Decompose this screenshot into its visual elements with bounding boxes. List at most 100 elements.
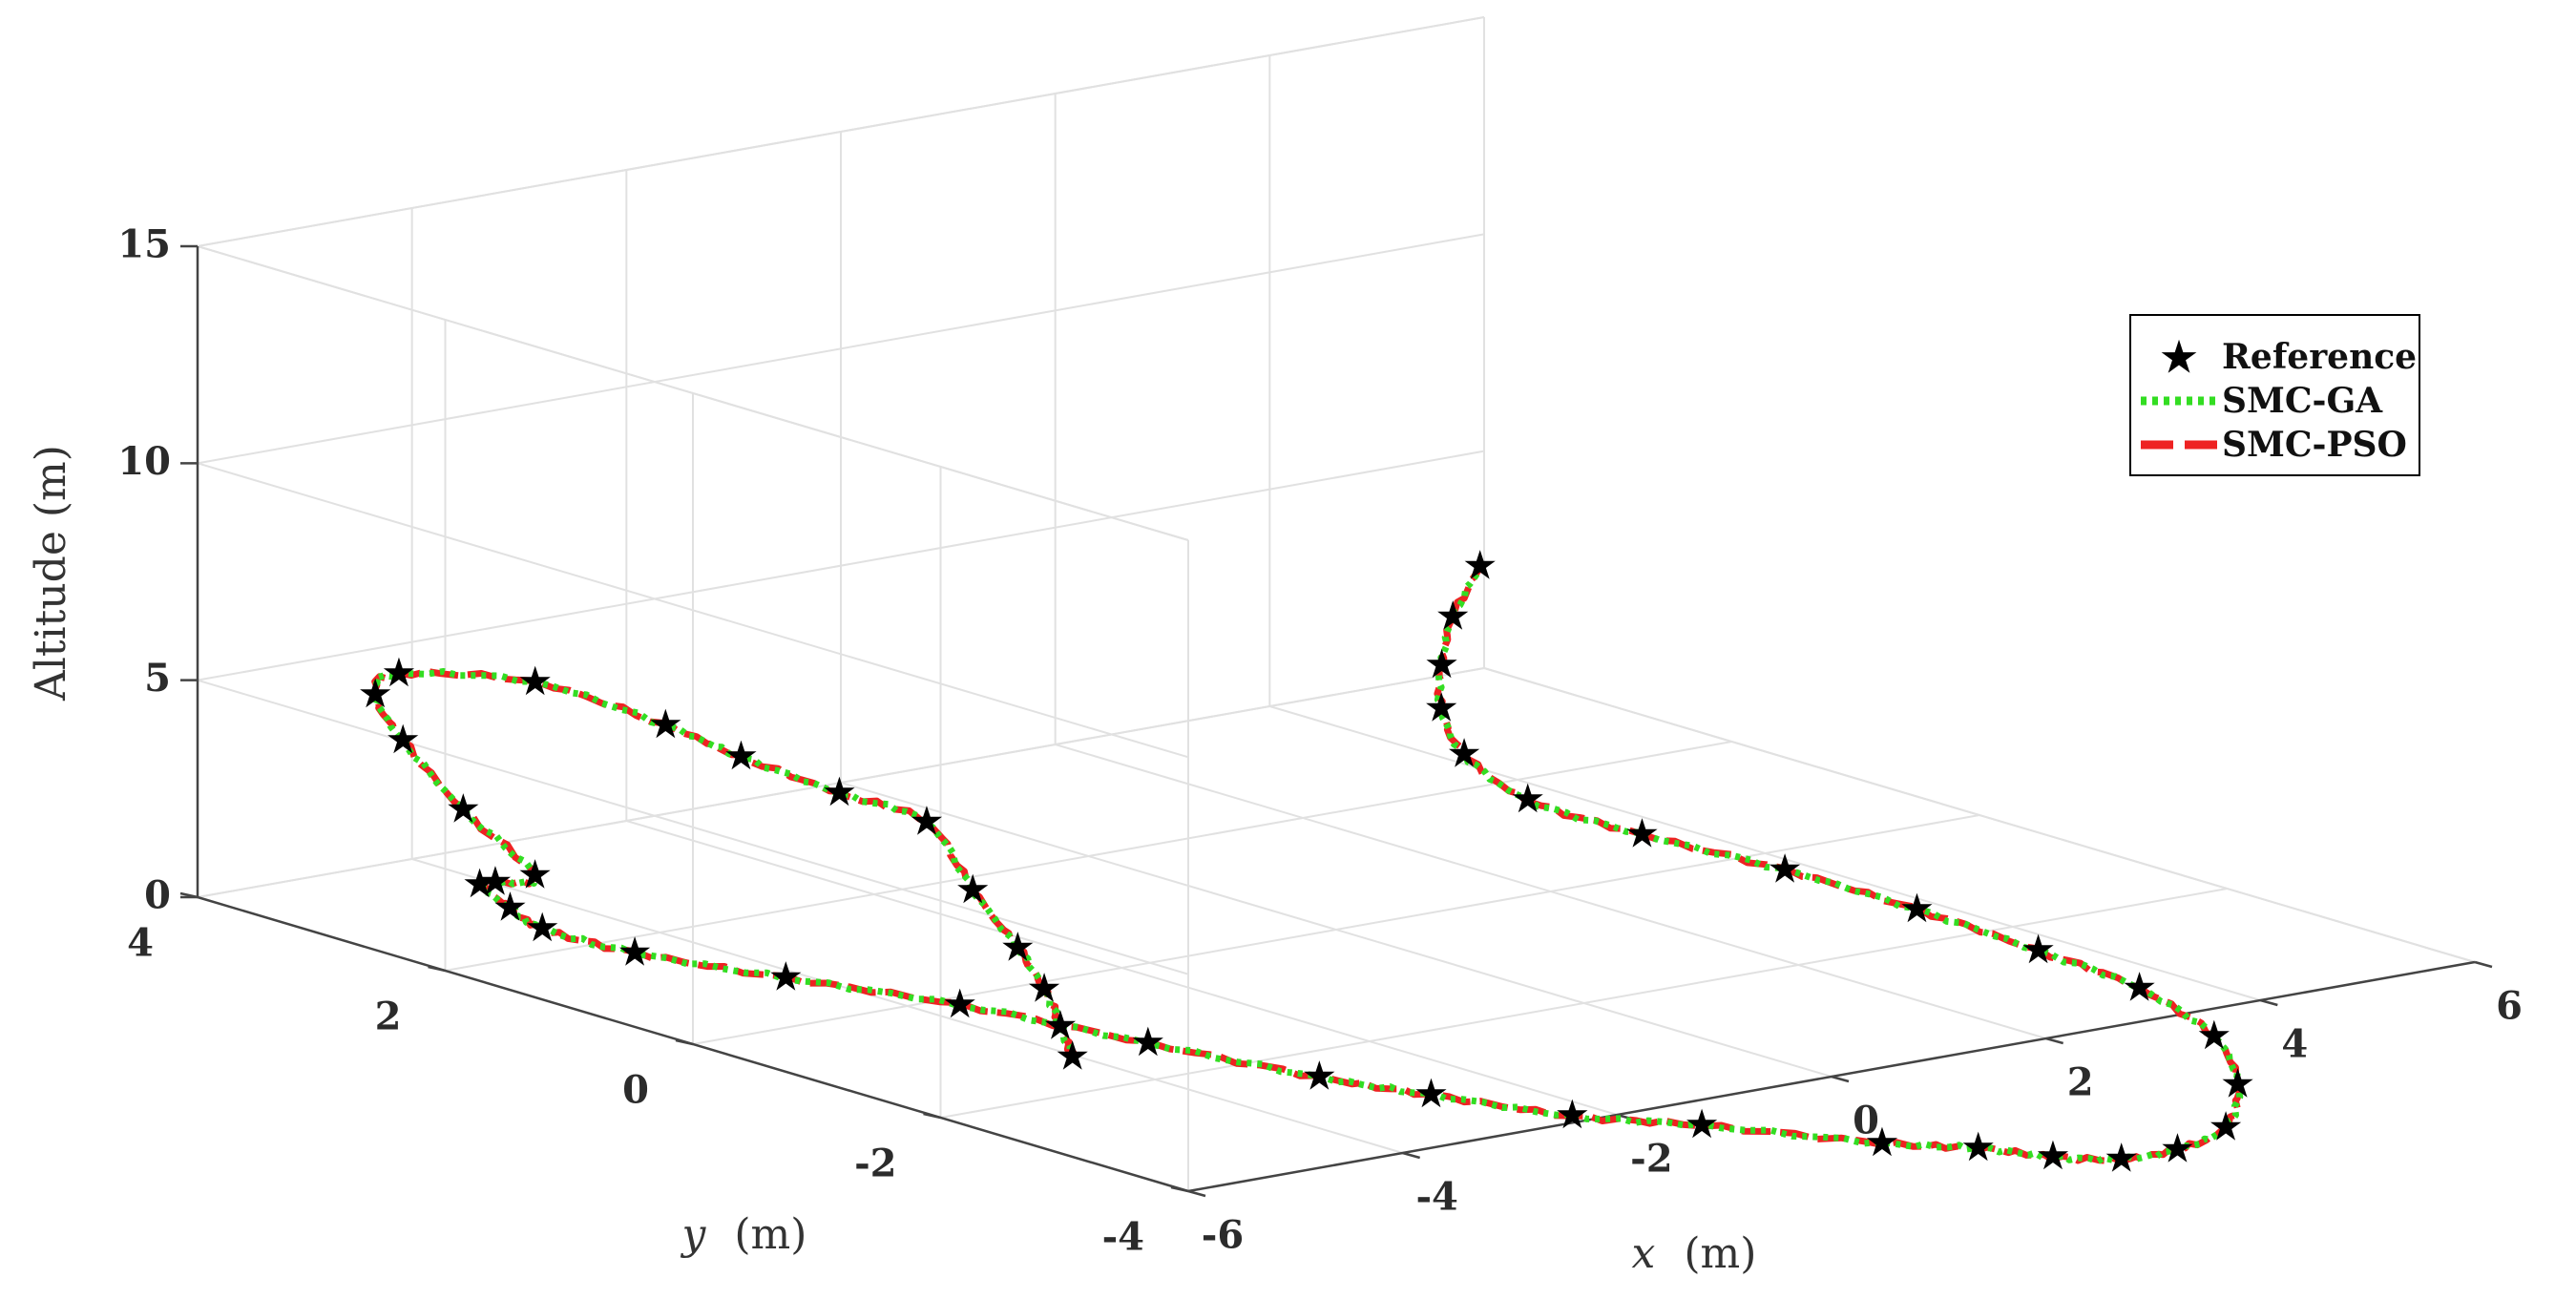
reference-point: ★ [1301,1056,1337,1100]
y-tick-label: -2 [854,1142,896,1186]
reference-point: ★ [2104,1138,2140,1182]
y-tick-label: -4 [1102,1215,1144,1260]
x-tick-mark [1402,1151,1421,1160]
y-axis-label: y (m) [681,1210,807,1259]
z-tick-label: 0 [144,873,171,918]
reference-point: ★ [1414,1073,1450,1117]
x-tick-label: -6 [1202,1213,1244,1258]
reference-point: ★ [1435,596,1471,639]
y-tick-mark [1170,1185,1189,1193]
reference-point: ★ [1767,848,1803,891]
x-tick-label: -4 [1415,1175,1457,1220]
box-edge [197,245,1189,541]
reference-point: ★ [1424,643,1460,687]
box-edge [197,16,1485,247]
side-wall-grid-line [197,450,1485,681]
reference-point: ★ [492,887,529,931]
x-tick-mark [1187,1189,1206,1198]
reference-point: ★ [909,801,945,845]
reference-point: ★ [2122,967,2158,1011]
reference-point: ★ [1624,812,1661,856]
reference-point: ★ [2160,1127,2196,1171]
reference-point: ★ [1130,1021,1166,1065]
reference-point: ★ [1864,1121,1900,1165]
x-tick-label: 4 [2281,1022,2308,1067]
y-tick-label: 2 [375,995,402,1039]
reference-point: ★ [2220,1063,2256,1107]
reference-point: ★ [517,853,554,897]
x-tick-label: 0 [1853,1099,1879,1143]
reference-point: ★ [2208,1106,2244,1150]
x-tick-mark [2045,1037,2064,1045]
reference-point: ★ [517,660,554,704]
y-tick-mark [428,965,446,973]
reference-point: ★ [942,983,978,1027]
z-tick-label: 5 [144,656,171,701]
reference-point: ★ [445,788,481,832]
reference-point: ★ [2035,1135,2071,1179]
x-tick-label: 6 [2496,984,2523,1029]
side-wall-grid-line [197,667,1485,898]
floor-grid-line [940,888,2228,1119]
grid-lines [197,16,2476,1192]
x-tick-label: 2 [2067,1060,2094,1105]
reference-point: ★ [617,931,653,974]
z-axis-label: Altitude (m) [27,445,75,702]
smc-ga-trajectory [369,565,2244,1165]
reference-point: ★ [1510,778,1546,822]
reference-point: ★ [1000,926,1037,970]
reference-point: ★ [1026,967,1062,1011]
z-tick-label: 10 [117,439,171,484]
reference-point: ★ [2021,929,2057,973]
reference-point: ★ [1899,888,1936,932]
reference-point: ★ [477,860,513,904]
y-tick-label: 0 [622,1068,649,1113]
reference-point: ★ [1423,687,1459,731]
reference-point: ★ [462,863,498,907]
reference-point: ★ [357,673,393,717]
y-tick-mark [675,1038,694,1046]
legend-smc-ga-label: SMC-GA [2222,381,2383,421]
reference-point: ★ [524,907,560,951]
reference-point: ★ [385,719,421,763]
reference-markers: ★★★★★★★★★★★★★★★★★★★★★★★★ ★ ★ ★ ★ ★ ★ ★ ★ ★★★★★★★★… [357,545,2255,1182]
x-tick-mark [2259,998,2278,1007]
y-axis-label-var: y [681,1210,707,1259]
x-axis-label-var: x [1632,1229,1656,1278]
x-axis-label: x (m) [1632,1229,1757,1278]
reference-point: ★ [648,703,684,747]
floor-grid-line [445,741,1732,972]
x-tick-mark [1831,1075,1850,1083]
y-tick-label: 4 [127,921,154,966]
z-tick-label: 15 [117,222,171,267]
back-wall-grid-line [197,679,1189,975]
back-wall-grid-line [197,462,1189,759]
reference-point: ★ [1684,1103,1720,1147]
reference-point: ★ [954,869,991,912]
reference-point: ★ [723,735,760,779]
reference-point: ★ [2196,1015,2232,1058]
reference-point: ★ [1554,1094,1590,1138]
floor-grid-line [692,814,1980,1045]
reference-point: ★ [1960,1126,1997,1170]
box-edge [1483,667,2476,963]
reference-point: ★ [1462,545,1498,589]
legend-box [2129,314,2420,476]
legend-reference-label: Reference [2222,337,2417,377]
y-tick-mark [923,1112,941,1120]
side-wall-grid-line [197,233,1485,465]
x-tick-label: -2 [1630,1137,1672,1182]
reference-point: ★ [1055,1035,1091,1079]
x-tick-mark [2474,960,2493,969]
reference-point: ★ [381,652,417,696]
reference-point: ★ [1042,1004,1079,1048]
reference-point: ★ [1446,732,1482,776]
reference-point: ★ [822,771,858,815]
reference-point: ★ [767,956,804,1000]
legend: ★ Reference SMC-GA SMC-PSO [2129,314,2420,476]
x-axis-label-unit: (m) [1684,1229,1756,1278]
legend-smc-pso-label: SMC-PSO [2222,425,2407,465]
legend-reference-marker: ★ [2158,333,2199,384]
